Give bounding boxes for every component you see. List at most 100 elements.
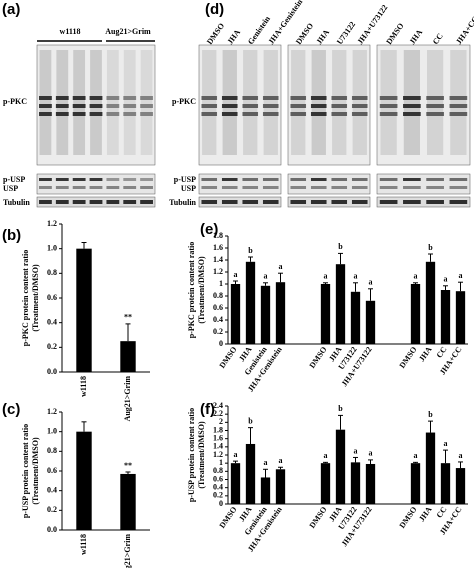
smear — [291, 50, 306, 155]
significance-letter: b — [428, 410, 433, 419]
y-tick-label: 0.2 — [47, 342, 57, 351]
y-tick-label: 0.4 — [47, 485, 57, 494]
y-tick-label: 2 — [219, 417, 223, 426]
lane-label: JHA — [226, 28, 243, 46]
band — [290, 186, 307, 189]
significance-letter: a — [234, 450, 238, 459]
band — [140, 178, 153, 181]
band — [351, 96, 368, 100]
y-tick-label: 0.6 — [47, 293, 57, 302]
significance-letter: b — [338, 242, 343, 251]
significance-mark: ** — [124, 313, 132, 322]
band — [449, 112, 468, 116]
smear — [73, 50, 86, 155]
row-label: p-USP — [3, 175, 25, 184]
band — [403, 112, 421, 116]
significance-letter: a — [459, 271, 463, 280]
y-tick-label: 0.2 — [213, 491, 223, 500]
bar — [350, 291, 361, 344]
x-tick-label: w1118 — [79, 376, 88, 397]
band — [106, 200, 120, 204]
band — [449, 186, 468, 189]
band — [310, 200, 327, 204]
band — [89, 96, 103, 100]
band — [201, 96, 218, 100]
band — [379, 186, 398, 189]
smear — [140, 50, 153, 155]
x-tick-label: DMSO — [397, 505, 418, 530]
lane-label: CC — [431, 31, 445, 46]
y-axis-label: (Treatment/DMSO) — [31, 437, 40, 505]
significance-letter: a — [414, 451, 418, 460]
band — [379, 200, 398, 204]
y-axis-label: p-PKC protein content ratio — [187, 242, 196, 339]
panel-label: (d) — [205, 1, 224, 18]
band — [403, 186, 421, 189]
smear — [332, 50, 347, 155]
band — [379, 104, 398, 108]
y-tick-label: 0.4 — [213, 482, 223, 491]
panel-label: (a) — [2, 1, 20, 18]
y-axis-label: (Treatment/DMSO) — [197, 256, 206, 324]
x-tick-label: DMSO — [307, 345, 328, 370]
smear — [123, 50, 136, 155]
x-tick-label: Aug21>Grim — [123, 534, 132, 568]
x-tick-label: Aug21>Grim — [123, 376, 132, 422]
lane-label: U73122 — [335, 20, 357, 46]
band — [123, 186, 137, 189]
band — [262, 104, 279, 108]
row-label: p-PKC — [3, 97, 27, 106]
y-tick-label: 0.6 — [213, 474, 223, 483]
bar — [335, 429, 346, 504]
panel-label: (c) — [2, 401, 20, 418]
y-tick-label: 0.0 — [47, 525, 57, 534]
smear — [222, 50, 237, 155]
y-axis-label: p-PKC protein content ratio — [21, 250, 30, 347]
lane-label: DMSO — [294, 21, 315, 46]
band — [310, 104, 327, 108]
panel-label: (e) — [200, 221, 218, 238]
significance-letter: a — [444, 275, 448, 284]
smear — [450, 50, 467, 155]
significance-letter: a — [264, 272, 268, 281]
bar — [120, 341, 136, 372]
bar — [335, 264, 346, 344]
band — [140, 104, 153, 108]
band — [351, 112, 368, 116]
band — [242, 178, 259, 181]
band — [449, 200, 468, 204]
smear — [106, 50, 119, 155]
bar — [275, 469, 286, 504]
y-tick-label: 0.6 — [213, 303, 223, 312]
band — [221, 112, 238, 116]
band — [310, 186, 327, 189]
band — [262, 186, 279, 189]
band — [290, 200, 307, 204]
band — [310, 178, 327, 181]
y-tick-label: 1.6 — [213, 243, 223, 252]
significance-letter: a — [414, 272, 418, 281]
band — [55, 178, 69, 181]
band — [201, 178, 218, 181]
significance-letter: a — [279, 262, 283, 271]
bar — [260, 477, 271, 504]
significance-letter: b — [248, 416, 253, 425]
significance-letter: a — [444, 439, 448, 448]
significance-letter: a — [369, 449, 373, 458]
band — [140, 96, 153, 100]
band — [72, 178, 86, 181]
smear — [243, 50, 258, 155]
band — [72, 96, 86, 100]
band — [201, 186, 218, 189]
y-axis-label: p-USP protein content ratio — [187, 408, 196, 502]
band — [262, 200, 279, 204]
y-tick-label: 1.2 — [213, 267, 223, 276]
band — [290, 112, 307, 116]
bar — [76, 431, 92, 530]
lane-label: JHA+CC — [454, 15, 474, 47]
band — [72, 200, 86, 204]
smear — [352, 50, 367, 155]
bar — [120, 473, 136, 530]
y-tick-label: 1.0 — [47, 243, 57, 252]
x-tick-label: DMSO — [307, 505, 328, 530]
